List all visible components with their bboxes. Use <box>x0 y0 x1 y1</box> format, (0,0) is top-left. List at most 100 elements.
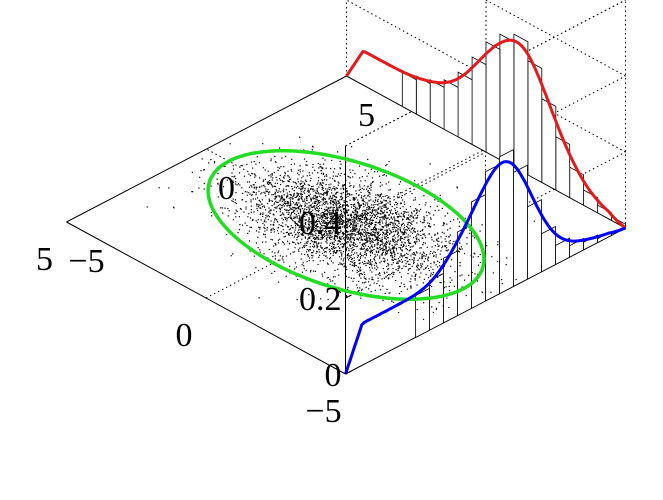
scatter-point <box>302 232 304 234</box>
scatter-point <box>332 248 334 250</box>
scatter-point <box>337 151 339 153</box>
scatter-point <box>392 239 394 241</box>
scatter-point <box>275 200 277 202</box>
scatter-point <box>308 211 310 213</box>
scatter-point <box>321 252 324 254</box>
scatter-point <box>372 231 374 233</box>
scatter-point <box>402 215 404 217</box>
scatter-point <box>301 196 303 198</box>
scatter-point <box>283 180 285 183</box>
scatter-point <box>378 202 380 205</box>
scatter-point <box>380 260 382 262</box>
scatter-point <box>377 232 379 234</box>
scatter-point <box>312 234 314 236</box>
scatter-point <box>386 259 389 261</box>
scatter-point <box>383 249 385 251</box>
scatter-point <box>389 211 392 213</box>
scatter-point <box>331 198 333 200</box>
scatter-point <box>304 211 306 213</box>
scatter-point <box>357 266 359 268</box>
scatter-point <box>406 225 408 228</box>
scatter-point <box>376 217 378 219</box>
scatter-point <box>369 221 371 223</box>
scatter-point <box>379 275 381 277</box>
scatter-point <box>368 263 371 265</box>
scatter-point <box>394 223 397 225</box>
scatter-point <box>323 213 325 216</box>
scatter-point <box>372 200 374 202</box>
scatter-point <box>329 234 331 236</box>
scatter-point <box>302 224 304 226</box>
scatter-point <box>401 237 404 239</box>
scatter-point <box>372 246 374 248</box>
scatter-point <box>332 276 334 278</box>
scatter-point <box>267 191 270 193</box>
scatter-point <box>326 213 328 215</box>
scatter-point <box>434 251 436 254</box>
scatter-point <box>308 236 310 239</box>
scatter-point <box>403 216 405 218</box>
scatter-point <box>341 193 343 195</box>
scatter-point <box>274 252 276 254</box>
scatter-point <box>335 196 337 198</box>
scatter-point <box>364 180 366 182</box>
scatter-point <box>395 201 397 203</box>
scatter-point <box>308 224 310 226</box>
scatter-point <box>336 210 339 212</box>
scatter-point <box>402 245 404 248</box>
scatter-point <box>358 208 360 210</box>
scatter-point <box>353 185 355 187</box>
scatter-point <box>318 195 320 197</box>
scatter-point <box>315 241 317 243</box>
scatter-point <box>300 258 302 260</box>
scatter-point <box>392 262 394 264</box>
scatter-point <box>317 205 319 208</box>
scatter-point <box>339 238 341 240</box>
scatter-point <box>406 252 408 255</box>
scatter-point <box>347 223 349 225</box>
scatter-point <box>320 245 322 247</box>
scatter-point <box>294 229 296 231</box>
scatter-point <box>284 243 286 245</box>
scatter-point <box>284 173 286 175</box>
scatter-point <box>278 250 280 252</box>
scatter-point <box>297 193 299 195</box>
scatter-point <box>407 214 410 216</box>
scatter-point <box>349 245 351 248</box>
scatter-point <box>341 206 343 208</box>
scatter-point <box>298 202 300 204</box>
scatter-point <box>315 241 317 243</box>
scatter-point <box>352 224 354 226</box>
scatter-point <box>258 206 260 208</box>
scatter-point <box>446 223 448 225</box>
scatter-point <box>319 226 321 228</box>
scatter-point <box>381 184 383 186</box>
scatter-point <box>347 241 350 243</box>
scatter-point <box>286 231 289 233</box>
scatter-point <box>360 204 362 206</box>
scatter-point <box>313 195 315 197</box>
scatter-point <box>313 241 315 243</box>
scatter-point <box>352 227 354 229</box>
scatter-point <box>350 220 352 222</box>
scatter-point <box>281 195 283 197</box>
scatter-point <box>396 220 398 222</box>
scatter-point <box>283 198 285 200</box>
scatter-point <box>339 167 341 169</box>
scatter-point <box>273 245 275 247</box>
scatter-point <box>385 217 387 219</box>
scatter-point <box>270 176 272 178</box>
scatter-point <box>300 193 302 195</box>
scatter-point <box>312 270 315 272</box>
scatter-point <box>306 175 308 177</box>
scatter-point <box>252 173 254 175</box>
scatter-point <box>286 195 289 197</box>
scatter-point <box>254 198 257 200</box>
scatter-point <box>343 173 346 175</box>
scatter-point <box>363 229 365 231</box>
scatter-point <box>403 283 405 285</box>
scatter-point <box>293 210 296 212</box>
scatter-point <box>320 246 322 248</box>
scatter-point <box>349 194 351 196</box>
scatter-point <box>343 188 345 190</box>
